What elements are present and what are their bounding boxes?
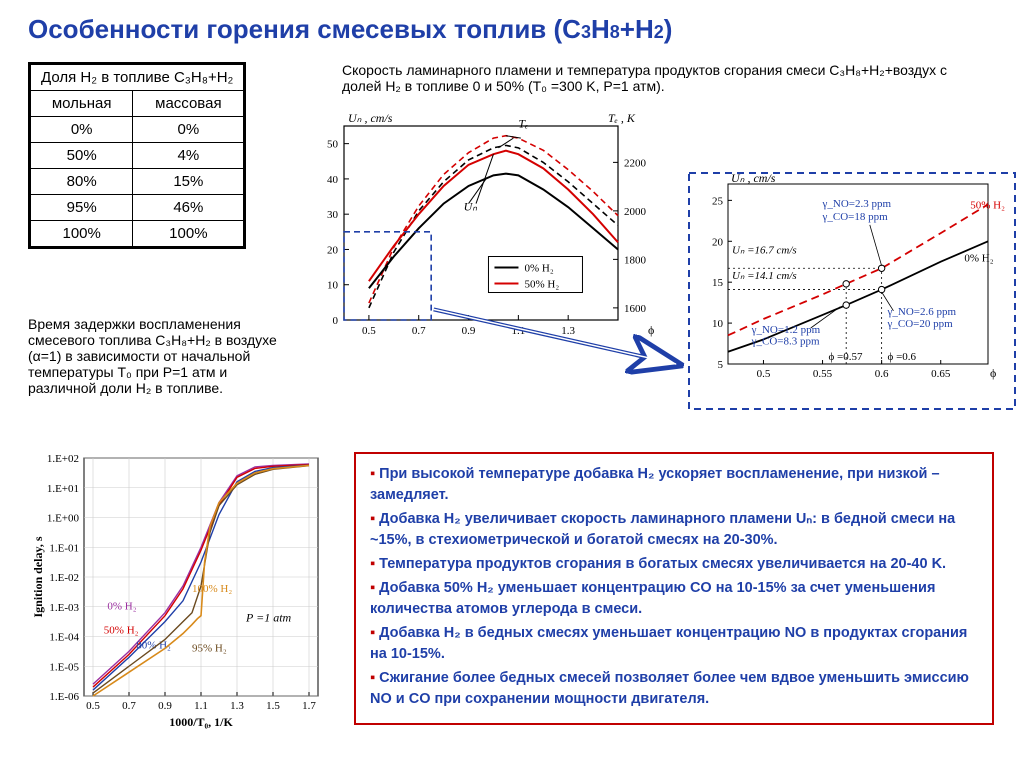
svg-text:0% H₂: 0% H₂ <box>524 263 553 275</box>
svg-text:0% H₂: 0% H₂ <box>964 253 993 265</box>
svg-text:10: 10 <box>327 280 339 292</box>
svg-text:Tₑ , K: Tₑ , K <box>608 111 636 125</box>
svg-text:0.5: 0.5 <box>757 368 771 380</box>
svg-text:1.3: 1.3 <box>230 700 244 712</box>
svg-text:1000/T₀, 1/K: 1000/T₀, 1/K <box>169 715 233 729</box>
svg-text:1.E+02: 1.E+02 <box>47 453 79 465</box>
svg-text:1.E-05: 1.E-05 <box>49 661 79 673</box>
bullet-item: ▪Добавка H₂ увеличивает скорость ламинар… <box>370 509 978 551</box>
svg-text:1.E-01: 1.E-01 <box>49 542 79 554</box>
table-header: Доля H₂ в топливе C₃H₈+H₂ <box>31 65 244 91</box>
svg-text:0.7: 0.7 <box>122 700 136 712</box>
svg-text:0.7: 0.7 <box>412 325 426 337</box>
svg-text:1.7: 1.7 <box>302 700 316 712</box>
svg-text:Tₑ: Tₑ <box>518 117 528 131</box>
table-row: 95%46% <box>31 195 244 221</box>
svg-text:25: 25 <box>712 195 724 207</box>
svg-text:50% H₂: 50% H₂ <box>970 200 1005 212</box>
svg-text:1.E-04: 1.E-04 <box>49 632 79 644</box>
fraction-table: Доля H₂ в топливе C₃H₈+H₂ мольная массов… <box>28 62 246 249</box>
svg-text:1.E+00: 1.E+00 <box>47 513 80 525</box>
svg-text:P =1 atm: P =1 atm <box>245 611 292 625</box>
svg-text:1.E-03: 1.E-03 <box>49 602 79 614</box>
table-row: 50%4% <box>31 143 244 169</box>
svg-text:95% H₂: 95% H₂ <box>192 642 227 654</box>
svg-text:0.65: 0.65 <box>931 368 951 380</box>
svg-text:Uₙ , cm/s: Uₙ , cm/s <box>348 111 393 125</box>
svg-text:1600: 1600 <box>624 303 647 315</box>
svg-text:40: 40 <box>327 174 339 186</box>
svg-text:20: 20 <box>327 244 339 256</box>
svg-text:5: 5 <box>718 359 724 371</box>
svg-text:γ_CO=8.3 ppm: γ_CO=8.3 ppm <box>751 335 820 347</box>
page-title: Особенности горения смесевых топлив (C3H… <box>28 14 672 45</box>
col-mass: массовая <box>133 91 244 117</box>
svg-text:0.5: 0.5 <box>362 325 376 337</box>
mid-text: Время задержки воспламенения смесевого т… <box>28 316 288 396</box>
svg-text:50% H₂: 50% H₂ <box>104 625 139 637</box>
flame-speed-chart: 0.50.70.91.11.30102030405016001800200022… <box>300 108 690 376</box>
svg-text:50% H₂: 50% H₂ <box>524 279 559 291</box>
svg-text:0.9: 0.9 <box>462 325 476 337</box>
svg-text:2200: 2200 <box>624 157 647 169</box>
bullet-item: ▪Температура продуктов сгорания в богаты… <box>370 554 978 575</box>
svg-text:ϕ: ϕ <box>990 366 996 380</box>
table-row: 0%0% <box>31 117 244 143</box>
svg-text:γ_NO=1.2 ppm: γ_NO=1.2 ppm <box>751 324 821 336</box>
svg-text:15: 15 <box>712 277 724 289</box>
svg-text:1.1: 1.1 <box>194 700 208 712</box>
svg-text:γ_CO=20 ppm: γ_CO=20 ppm <box>887 318 954 330</box>
svg-text:γ_CO=18 ppm: γ_CO=18 ppm <box>822 211 889 223</box>
svg-text:1.5: 1.5 <box>266 700 280 712</box>
lean-mixture-chart: 0.5 0.55 0.6 0.65 5 10 15 20 25 Uₙ , cm/s ϕ 50% H₂ 0… <box>686 170 1018 418</box>
svg-text:1.E-06: 1.E-06 <box>49 691 79 703</box>
svg-text:ϕ: ϕ <box>648 323 654 337</box>
bullet-item: ▪Добавка H₂ в бедных смесях уменьшает ко… <box>370 623 978 665</box>
svg-text:Uₙ , cm/s: Uₙ , cm/s <box>731 171 776 185</box>
svg-text:30: 30 <box>327 209 339 221</box>
svg-text:0.5: 0.5 <box>86 700 100 712</box>
svg-text:1800: 1800 <box>624 254 647 266</box>
svg-text:2000: 2000 <box>624 206 647 218</box>
bullet-item: ▪Добавка 50% H₂ уменьшает концентрацию C… <box>370 578 978 620</box>
caption-top: Скорость ламинарного пламени и температу… <box>342 62 982 94</box>
col-molar: мольная <box>31 91 133 117</box>
svg-text:ϕ =0.57: ϕ =0.57 <box>828 351 862 363</box>
table-row: 100%100% <box>31 221 244 247</box>
svg-text:Uₙ =16.7 cm/s: Uₙ =16.7 cm/s <box>732 245 797 257</box>
svg-text:80% H₂: 80% H₂ <box>136 639 171 651</box>
ignition-delay-chart: 0.5 0.7 0.9 1.1 1.3 1.5 1.7 1.E-06 1.E-05 1.E-04 1… <box>28 450 348 750</box>
svg-text:50: 50 <box>327 139 339 151</box>
svg-text:1.E-02: 1.E-02 <box>49 572 79 584</box>
svg-text:Uₙ =14.1 cm/s: Uₙ =14.1 cm/s <box>732 270 797 282</box>
svg-text:0.6: 0.6 <box>875 368 889 380</box>
svg-text:20: 20 <box>712 236 724 248</box>
bullet-item: ▪При высокой температуре добавка H₂ уско… <box>370 464 978 506</box>
summary-box: ▪При высокой температуре добавка H₂ уско… <box>354 452 994 725</box>
svg-text:Ignition delay, s: Ignition delay, s <box>31 536 45 617</box>
svg-text:0.9: 0.9 <box>158 700 172 712</box>
svg-text:10: 10 <box>712 318 724 330</box>
svg-text:γ_NO=2.3 ppm: γ_NO=2.3 ppm <box>822 198 892 210</box>
svg-text:0% H₂: 0% H₂ <box>107 601 136 613</box>
svg-text:0: 0 <box>333 315 339 327</box>
svg-text:0.55: 0.55 <box>813 368 833 380</box>
svg-text:100% H₂: 100% H₂ <box>192 583 232 595</box>
svg-text:1.E+01: 1.E+01 <box>47 483 79 495</box>
svg-text:ϕ =0.6: ϕ =0.6 <box>888 351 917 363</box>
table-row: 80%15% <box>31 169 244 195</box>
svg-text:γ_NO=2.6 ppm: γ_NO=2.6 ppm <box>887 306 957 318</box>
svg-text:1.3: 1.3 <box>561 325 575 337</box>
bullet-item: ▪Сжигание более бедных смесей позволяет … <box>370 668 978 710</box>
